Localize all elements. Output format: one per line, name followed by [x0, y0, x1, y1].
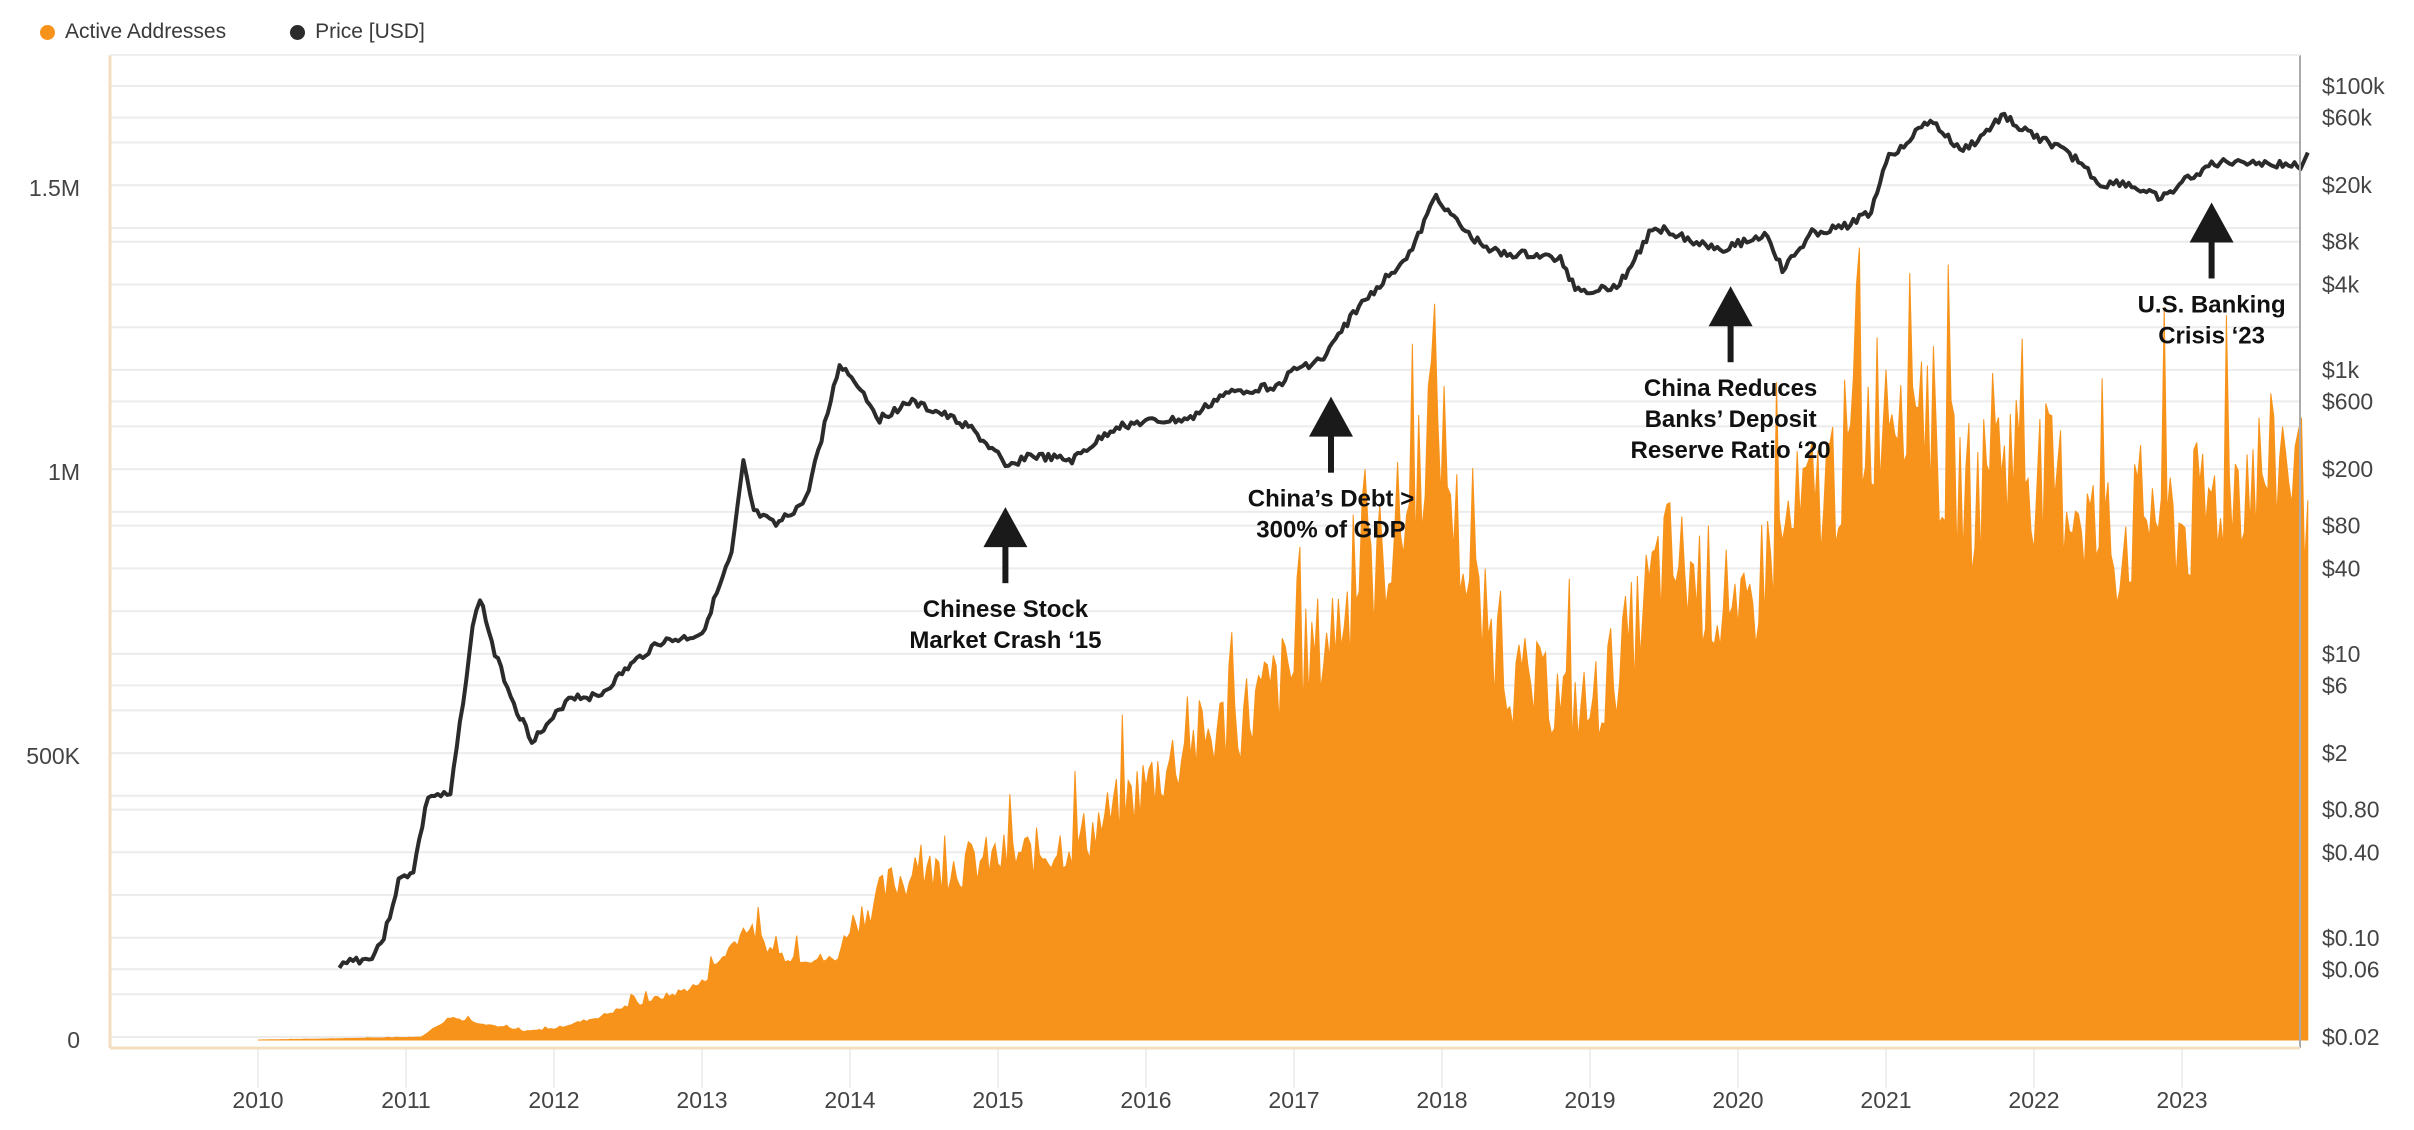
annotation-label: Market Crash ‘15	[909, 627, 1101, 654]
right-tick-label: $0.02	[2322, 1024, 2380, 1050]
right-tick-label: $2	[2322, 740, 2348, 766]
arrow-shaft	[1727, 324, 1734, 363]
arrow-up-icon	[1309, 396, 1353, 437]
annotation-label: Crisis ‘23	[2158, 322, 2265, 349]
arrow-shaft	[1002, 545, 1009, 584]
right-tick-label: $4k	[2322, 271, 2360, 297]
left-tick-label: 1.5M	[29, 175, 80, 201]
left-axis-ticks: 0 500K 1M 1.5M	[26, 175, 80, 1053]
x-tick-label: 2019	[1564, 1087, 1615, 1113]
x-tick-label: 2020	[1712, 1087, 1763, 1113]
legend: Active Addresses Price [USD]	[40, 20, 425, 44]
x-tick-label: 2015	[972, 1087, 1023, 1113]
annotation-label: 300% of GDP	[1256, 517, 1405, 544]
arrow-up-icon	[2189, 202, 2234, 243]
active-addresses-area	[258, 247, 2309, 1041]
x-tick-label: 2013	[676, 1087, 727, 1113]
annotation: Chinese Stock Market Crash ‘15	[909, 507, 1101, 654]
right-tick-label: $0.40	[2322, 839, 2380, 865]
active-addresses-area-path	[258, 247, 2309, 1041]
x-axis-ticks: 2010 2011 2012 2013 2014 2015 2016 2017 2018 2019…	[232, 1087, 2207, 1113]
x-tick-label: 2012	[528, 1087, 579, 1113]
legend-label: Price [USD]	[315, 20, 425, 43]
annotation-label: Banks’ Deposit	[1645, 406, 1817, 433]
annotation-label: Chinese Stock	[923, 596, 1089, 623]
x-tick-label: 2018	[1416, 1087, 1467, 1113]
annotation: China Reduces Banks’ Deposit Reserve Ratio…	[1631, 286, 1831, 464]
legend-dot-dark-icon	[290, 24, 306, 40]
annotation-label: U.S. Banking	[2138, 291, 2286, 318]
x-tick-label: 2010	[232, 1087, 283, 1113]
arrow-shaft	[2208, 240, 2215, 279]
x-tick-label: 2014	[824, 1087, 875, 1113]
legend-item-active-addresses[interactable]: Active Addresses	[40, 20, 226, 44]
annotation-label: China Reduces	[1644, 375, 1817, 402]
left-tick-label: 0	[67, 1027, 80, 1053]
arrow-shaft	[1328, 434, 1334, 473]
annotation-label: China’s Debt >	[1248, 486, 1414, 513]
right-tick-label: $6	[2322, 672, 2348, 698]
x-tick-label: 2023	[2156, 1087, 2207, 1113]
annotation: China’s Debt > 300% of GDP	[1248, 396, 1414, 544]
axes	[108, 54, 2301, 1050]
right-tick-label: $60k	[2322, 104, 2372, 130]
right-tick-label: $100k	[2322, 73, 2385, 99]
right-tick-label: $600	[2322, 388, 2373, 414]
left-tick-label: 500K	[26, 743, 80, 769]
price-line-path	[337, 111, 2310, 970]
annotations: Chinese Stock Market Crash ‘15 China’s Deb…	[909, 202, 2286, 654]
x-tick-label: 2022	[2008, 1087, 2059, 1113]
x-tick-label: 2021	[1860, 1087, 1911, 1113]
legend-label: Active Addresses	[65, 20, 227, 43]
right-tick-label: $20k	[2322, 172, 2372, 198]
right-tick-label: $40	[2322, 555, 2360, 581]
x-tick-label: 2016	[1120, 1087, 1171, 1113]
price-line	[337, 111, 2310, 970]
annotation-label: Reserve Ratio ‘20	[1631, 437, 1831, 464]
right-tick-label: $0.80	[2322, 797, 2380, 823]
x-tick-label: 2017	[1268, 1087, 1319, 1113]
annotation: U.S. Banking Crisis ‘23	[2138, 202, 2286, 349]
right-tick-label: $0.06	[2322, 956, 2380, 982]
legend-dot-orange-icon	[40, 24, 55, 40]
right-tick-label: $200	[2322, 456, 2373, 482]
legend-item-price[interactable]: Price [USD]	[290, 20, 425, 44]
x-tick-label: 2011	[381, 1087, 430, 1113]
arrow-up-icon	[983, 507, 1028, 548]
right-axis-ticks: $0.02 $0.06 $0.10 $0.40 $0.80 $2 $6 $10 $40 $80 $2…	[2322, 73, 2385, 1050]
arrow-up-icon	[1708, 286, 1753, 327]
right-tick-label: $10	[2322, 641, 2360, 667]
right-tick-label: $0.10	[2322, 925, 2380, 951]
right-tick-label: $8k	[2322, 229, 2360, 255]
right-tick-label: $1k	[2322, 357, 2360, 383]
right-tick-label: $80	[2322, 513, 2360, 539]
left-tick-label: 1M	[48, 459, 80, 485]
